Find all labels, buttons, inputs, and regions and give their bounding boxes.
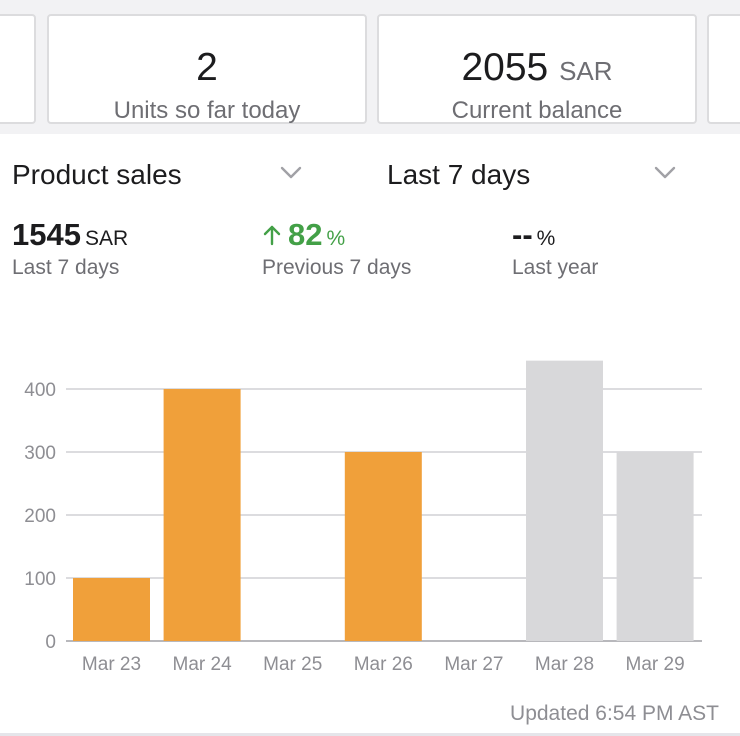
y-tick-label: 100: [24, 569, 56, 590]
x-tick-label: Mar 28: [535, 654, 594, 675]
stat-last-year-label: Last year: [512, 256, 599, 279]
units-today-card[interactable]: 2 Units so far today: [47, 14, 367, 124]
stat-current-value: 1545: [12, 217, 81, 252]
x-tick-label: Mar 24: [173, 654, 233, 675]
stat-last-year-value: --: [512, 217, 533, 252]
divider: [0, 733, 740, 736]
sales-bar-chart: 0 100 200 300 400 Mar 23 Mar 24 Mar 25 Mar 26 Mar…: [24, 360, 702, 675]
bar: [73, 578, 150, 641]
range-dropdown[interactable]: Last 7 days: [387, 159, 531, 190]
summary-strip: 2 Units so far today 2055 SAR Current ba…: [0, 0, 740, 134]
stat-current-unit: SAR: [84, 227, 129, 250]
stat-last-year-unit: %: [536, 227, 556, 250]
bar: [163, 389, 241, 641]
bar: [616, 452, 694, 641]
stat-current-label: Last 7 days: [12, 256, 120, 279]
stat-last-year: --% Last year: [512, 216, 598, 280]
current-balance-value: 2055 SAR: [461, 46, 613, 89]
stat-previous-period: 82% Previous 7 days: [262, 216, 411, 280]
y-tick-label: 200: [24, 506, 56, 527]
stat-previous-label: Previous 7 days: [262, 256, 412, 279]
summary-card-partial-left[interactable]: [0, 14, 36, 124]
chevron-down-icon[interactable]: [280, 166, 302, 180]
x-tick-label: Mar 29: [626, 654, 685, 675]
x-tick-label: Mar 27: [444, 654, 503, 675]
current-balance-card[interactable]: 2055 SAR Current balance: [377, 14, 697, 124]
bar: [344, 452, 422, 641]
stat-previous-value: 82: [288, 217, 323, 252]
current-balance-unit: SAR: [559, 56, 613, 86]
y-tick-label: 400: [24, 380, 56, 401]
y-tick-label: 300: [24, 443, 56, 464]
stat-current-period: 1545 SAR Last 7 days: [12, 216, 128, 280]
summary-card-partial-right[interactable]: [707, 14, 740, 124]
current-balance-label: Current balance: [451, 97, 623, 124]
bar: [526, 360, 603, 641]
updated-timestamp: Updated 6:54 PM AST: [510, 702, 719, 725]
stat-previous-unit: %: [326, 227, 346, 250]
chevron-down-icon[interactable]: [654, 166, 676, 180]
metric-dropdown[interactable]: Product sales: [12, 159, 182, 190]
arrow-up-icon: [263, 225, 281, 246]
units-today-value: 2: [196, 46, 218, 89]
y-tick-label: 0: [45, 632, 56, 653]
x-tick-label: Mar 25: [263, 654, 322, 675]
x-tick-label: Mar 26: [354, 654, 413, 675]
x-tick-label: Mar 23: [82, 654, 141, 675]
units-today-label: Units so far today: [113, 97, 301, 124]
